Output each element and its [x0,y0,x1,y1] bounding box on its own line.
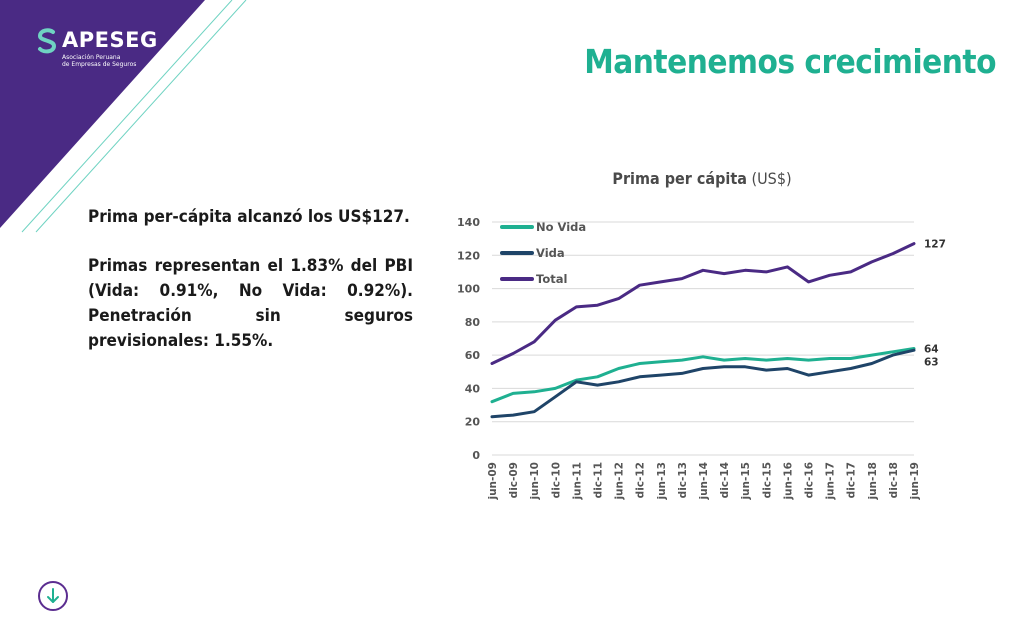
x-tick-label: jun-09 [487,462,499,501]
brand-name: APESEG [62,28,158,52]
x-tick-label: jun-13 [656,462,668,501]
x-tick-label: dic-10 [550,462,562,498]
page-title: Mantenemos crecimiento [584,42,996,81]
y-tick-label: 40 [465,382,481,395]
y-tick-label: 120 [457,249,480,262]
y-tick-label: 20 [465,416,481,429]
y-axis-ticks: 0 20 40 60 80 100 120 140 [457,216,480,462]
x-tick-label: jun-14 [698,462,710,501]
x-tick-label: jun-19 [909,462,921,501]
x-tick-label: dic-13 [677,462,689,498]
y-tick-label: 60 [465,349,481,362]
x-tick-label: dic-14 [719,462,731,498]
scroll-down-button[interactable] [38,581,68,611]
x-tick-label: dic-09 [508,462,520,498]
y-tick-label: 140 [457,216,480,229]
x-tick-label: dic-12 [635,462,647,498]
end-label-no-vida: 64 [924,343,939,355]
y-tick-label: 100 [457,283,480,296]
x-tick-label: dic-16 [804,462,816,498]
legend: No Vida Vida Total [500,220,586,286]
series-line-total [490,242,916,365]
x-tick-label: jun-10 [529,462,541,501]
corner-decoration [0,0,247,233]
x-tick-label: dic-11 [593,462,605,498]
end-label-total: 127 [924,239,946,251]
bullet-text: Prima per-cápita alcanzó los US$127. Pri… [88,205,413,378]
chart-title-rest: (US$) [747,169,792,188]
series-line-vida [490,348,916,419]
x-tick-label: jun-18 [867,462,879,501]
chart-canvas: Prima per cápita (US$) 0 20 40 60 80 100 120 14… [457,169,946,501]
y-tick-label: 80 [465,316,481,329]
brand-subtitle-line-1: Asociación Peruana [62,54,121,61]
apeseg-logo-icon [37,28,57,54]
x-tick-label: jun-17 [825,462,837,501]
legend-label: No Vida [536,220,586,234]
x-tick-label: jun-16 [782,462,794,501]
arrow-down-icon [47,588,59,603]
series-lines [490,242,916,419]
line-chart: Prima per cápita (US$) 0 20 40 60 80 100 120 14… [440,160,960,520]
x-tick-label: dic-17 [846,462,858,498]
x-axis-ticks: jun-09 dic-09 jun-10 dic-10 jun-11 dic-11 jun-… [487,462,921,501]
grid-lines [492,221,914,456]
bullet-prima-per-capita: Prima per-cápita alcanzó los US$127. [88,207,410,227]
legend-label: Total [536,272,567,286]
series-line-no-vida [490,347,916,404]
x-tick-label: dic-15 [761,462,773,498]
y-tick-label: 0 [472,449,480,462]
bullet-primas-pbi: Primas representan el 1.83% del PBI (Vid… [88,256,413,351]
chart-title-bold: Prima per cápita [612,169,747,188]
chart-title: Prima per cápita (US$) [612,169,791,188]
x-tick-label: jun-12 [614,462,626,501]
brand-subtitle: Asociación Peruana de Empresas de Seguro… [62,54,172,68]
brand-subtitle-line-2: de Empresas de Seguros [62,61,137,68]
x-tick-label: jun-11 [571,462,583,501]
end-label-vida: 63 [924,356,939,368]
x-tick-label: dic-18 [888,462,900,498]
legend-label: Vida [536,246,565,260]
x-tick-label: jun-15 [740,462,752,501]
